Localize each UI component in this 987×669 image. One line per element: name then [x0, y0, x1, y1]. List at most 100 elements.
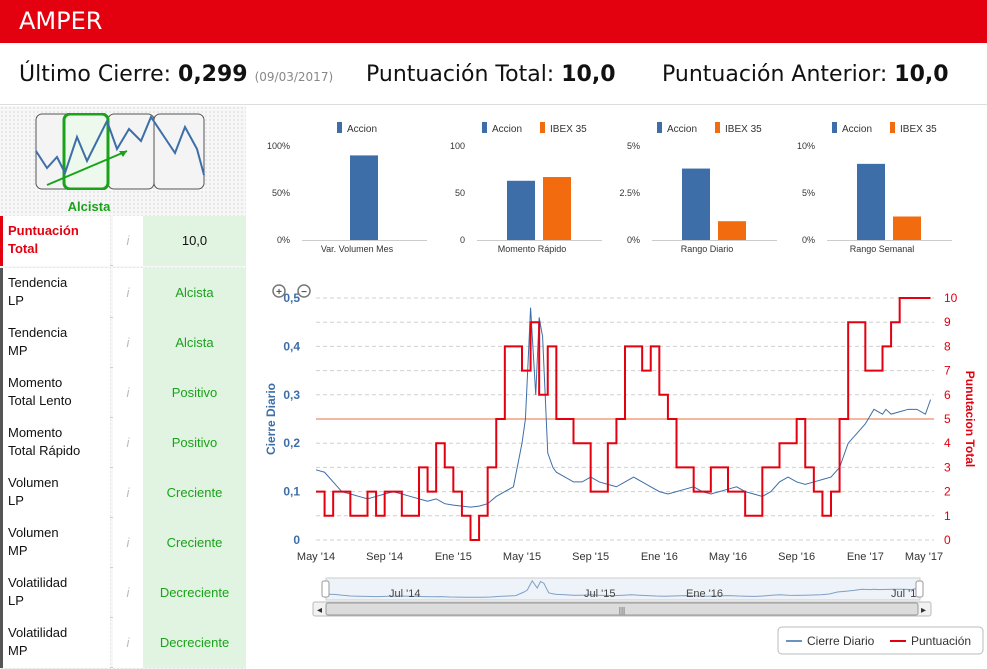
- y-right-tick-label: 4: [944, 436, 951, 450]
- y-right-tick-label: 1: [944, 509, 951, 523]
- navigator-series: [325, 579, 917, 598]
- navigator-label: Jul '14: [389, 588, 420, 600]
- legend-label: IBEX 35: [550, 124, 587, 135]
- y-tick-label: 0: [460, 235, 465, 245]
- x-tick-label: Ene '15: [435, 551, 472, 563]
- y-right-axis-label: Punutacion Total: [963, 371, 977, 467]
- x-tick-label: Ene '17: [847, 551, 884, 563]
- indicator-row: Momento Total Rápido i Positivo: [0, 418, 246, 468]
- x-category-label: Momento Rápido: [498, 244, 567, 254]
- indicator-label-line1: Volumen: [8, 475, 59, 490]
- last-close-date: (09/03/2017): [254, 70, 334, 84]
- y-right-tick-label: 7: [944, 364, 951, 378]
- scrollbar-thumb[interactable]: [325, 602, 919, 616]
- previous-score-value: 10,0: [894, 62, 949, 87]
- y-tick-label: 0%: [627, 235, 640, 245]
- y-right-tick-label: 8: [944, 339, 951, 353]
- legend-item-cierre[interactable]: Cierre Diario: [807, 634, 875, 648]
- legend-swatch: [540, 122, 545, 133]
- info-icon[interactable]: i: [113, 368, 143, 418]
- legend-label: IBEX 35: [900, 124, 937, 135]
- x-category-label: Var. Volumen Mes: [321, 244, 394, 254]
- indicator-label-line2: MP: [8, 543, 28, 558]
- y-left-tick-label: 0,1: [283, 485, 300, 499]
- legend-swatch: [890, 122, 895, 133]
- y-left-tick-label: 0,2: [283, 436, 300, 450]
- navigator-handle-left[interactable]: [321, 580, 330, 598]
- y-right-tick-label: 3: [944, 460, 951, 474]
- scroll-right-arrow[interactable]: ▸: [921, 605, 926, 616]
- navigator-handle-right[interactable]: [915, 580, 924, 598]
- indicator-value: Decreciente: [143, 618, 246, 668]
- indicator-label-line2: LP: [8, 293, 24, 308]
- info-icon[interactable]: i: [113, 216, 143, 266]
- indicator-label-line1: Momento: [8, 425, 63, 440]
- indicator-label: Volumen LP: [0, 468, 110, 518]
- y-tick-label: 2.5%: [619, 188, 640, 198]
- trend-chart-icon: [35, 113, 205, 190]
- indicator-label: Volatilidad LP: [0, 568, 110, 618]
- mini-chart-volumen: Accion 100% 50% 0% Var. Volumen Mes: [267, 122, 427, 254]
- info-icon[interactable]: i: [113, 268, 143, 318]
- indicator-label-line1: Momento: [8, 375, 63, 390]
- indicator-value: Positivo: [143, 418, 246, 468]
- legend-label: Accion: [492, 124, 522, 135]
- bar-accion: [350, 155, 378, 240]
- x-tick-label: Ene '16: [641, 551, 678, 563]
- legend-item-puntuacion[interactable]: Puntuación: [911, 634, 971, 648]
- bar-accion: [507, 180, 535, 240]
- y-tick-label: 5%: [627, 141, 640, 151]
- y-tick-label: 50: [455, 188, 465, 198]
- legend-label: IBEX 35: [725, 124, 762, 135]
- legend-label: Accion: [842, 124, 872, 135]
- total-score-value: 10,0: [561, 62, 616, 87]
- y-tick-label: 0%: [802, 235, 815, 245]
- x-tick-label: May '15: [503, 551, 541, 563]
- x-tick-label: May '16: [709, 551, 747, 563]
- indicator-label: Puntuación Total: [0, 216, 110, 266]
- bar-ibex-35: [893, 216, 921, 240]
- x-tick-label: May '17: [905, 551, 943, 563]
- scroll-left-arrow[interactable]: ◂: [317, 605, 322, 616]
- info-icon[interactable]: i: [113, 618, 143, 668]
- total-score-label: Puntuación Total:: [366, 62, 555, 87]
- indicator-row: Puntuación Total i 10,0: [0, 216, 246, 266]
- legend-swatch: [715, 122, 720, 133]
- zoom-in-glyph: +: [276, 287, 282, 298]
- y-left-tick-label: 0,5: [283, 291, 300, 305]
- y-left-tick-label: 0,4: [283, 339, 300, 353]
- zoom-in-circle: [272, 284, 286, 298]
- app-header: AMPER: [0, 0, 987, 43]
- y-left-tick-label: 0,3: [283, 388, 300, 402]
- indicator-label: Momento Total Lento: [0, 368, 110, 418]
- indicator-row: Volumen LP i Creciente: [0, 468, 246, 518]
- info-icon[interactable]: i: [113, 418, 143, 468]
- info-icon[interactable]: i: [113, 468, 143, 518]
- y-right-tick-label: 9: [944, 315, 951, 329]
- indicator-value: Creciente: [143, 468, 246, 518]
- app-title: AMPER: [19, 7, 103, 35]
- indicator-value: Alcista: [143, 268, 246, 318]
- indicator-label-line2: MP: [8, 643, 28, 658]
- mini-chart-momento: Accion IBEX 35 100 50 0 Momento Rápido: [450, 122, 602, 254]
- y-left-axis-label: Cierre Diario: [264, 383, 278, 455]
- indicator-row: Momento Total Lento i Positivo: [0, 368, 246, 418]
- zoom-out-icon[interactable]: −: [297, 284, 311, 298]
- scrollbar-grip: |||: [619, 606, 625, 615]
- indicator-value: Creciente: [143, 518, 246, 568]
- navigator-label: Jul '15: [584, 588, 615, 600]
- indicator-label: Tendencia LP: [0, 268, 110, 318]
- indicator-label-line2: Total: [8, 241, 39, 256]
- info-icon[interactable]: i: [113, 318, 143, 368]
- last-close: Último Cierre: 0,299 (09/03/2017): [19, 62, 333, 87]
- indicator-label-line2: Total Rápido: [8, 443, 81, 458]
- indicator-row: Tendencia MP i Alcista: [0, 318, 246, 368]
- info-icon[interactable]: i: [113, 568, 143, 618]
- indicator-row: Volumen MP i Creciente: [0, 518, 246, 568]
- y-tick-label: 100: [450, 141, 465, 151]
- zoom-in-icon[interactable]: +: [272, 284, 286, 298]
- indicator-label-line1: Tendencia: [8, 325, 68, 340]
- series-cierre-diario: [315, 307, 932, 508]
- info-icon[interactable]: i: [113, 518, 143, 568]
- bar-accion: [857, 163, 885, 240]
